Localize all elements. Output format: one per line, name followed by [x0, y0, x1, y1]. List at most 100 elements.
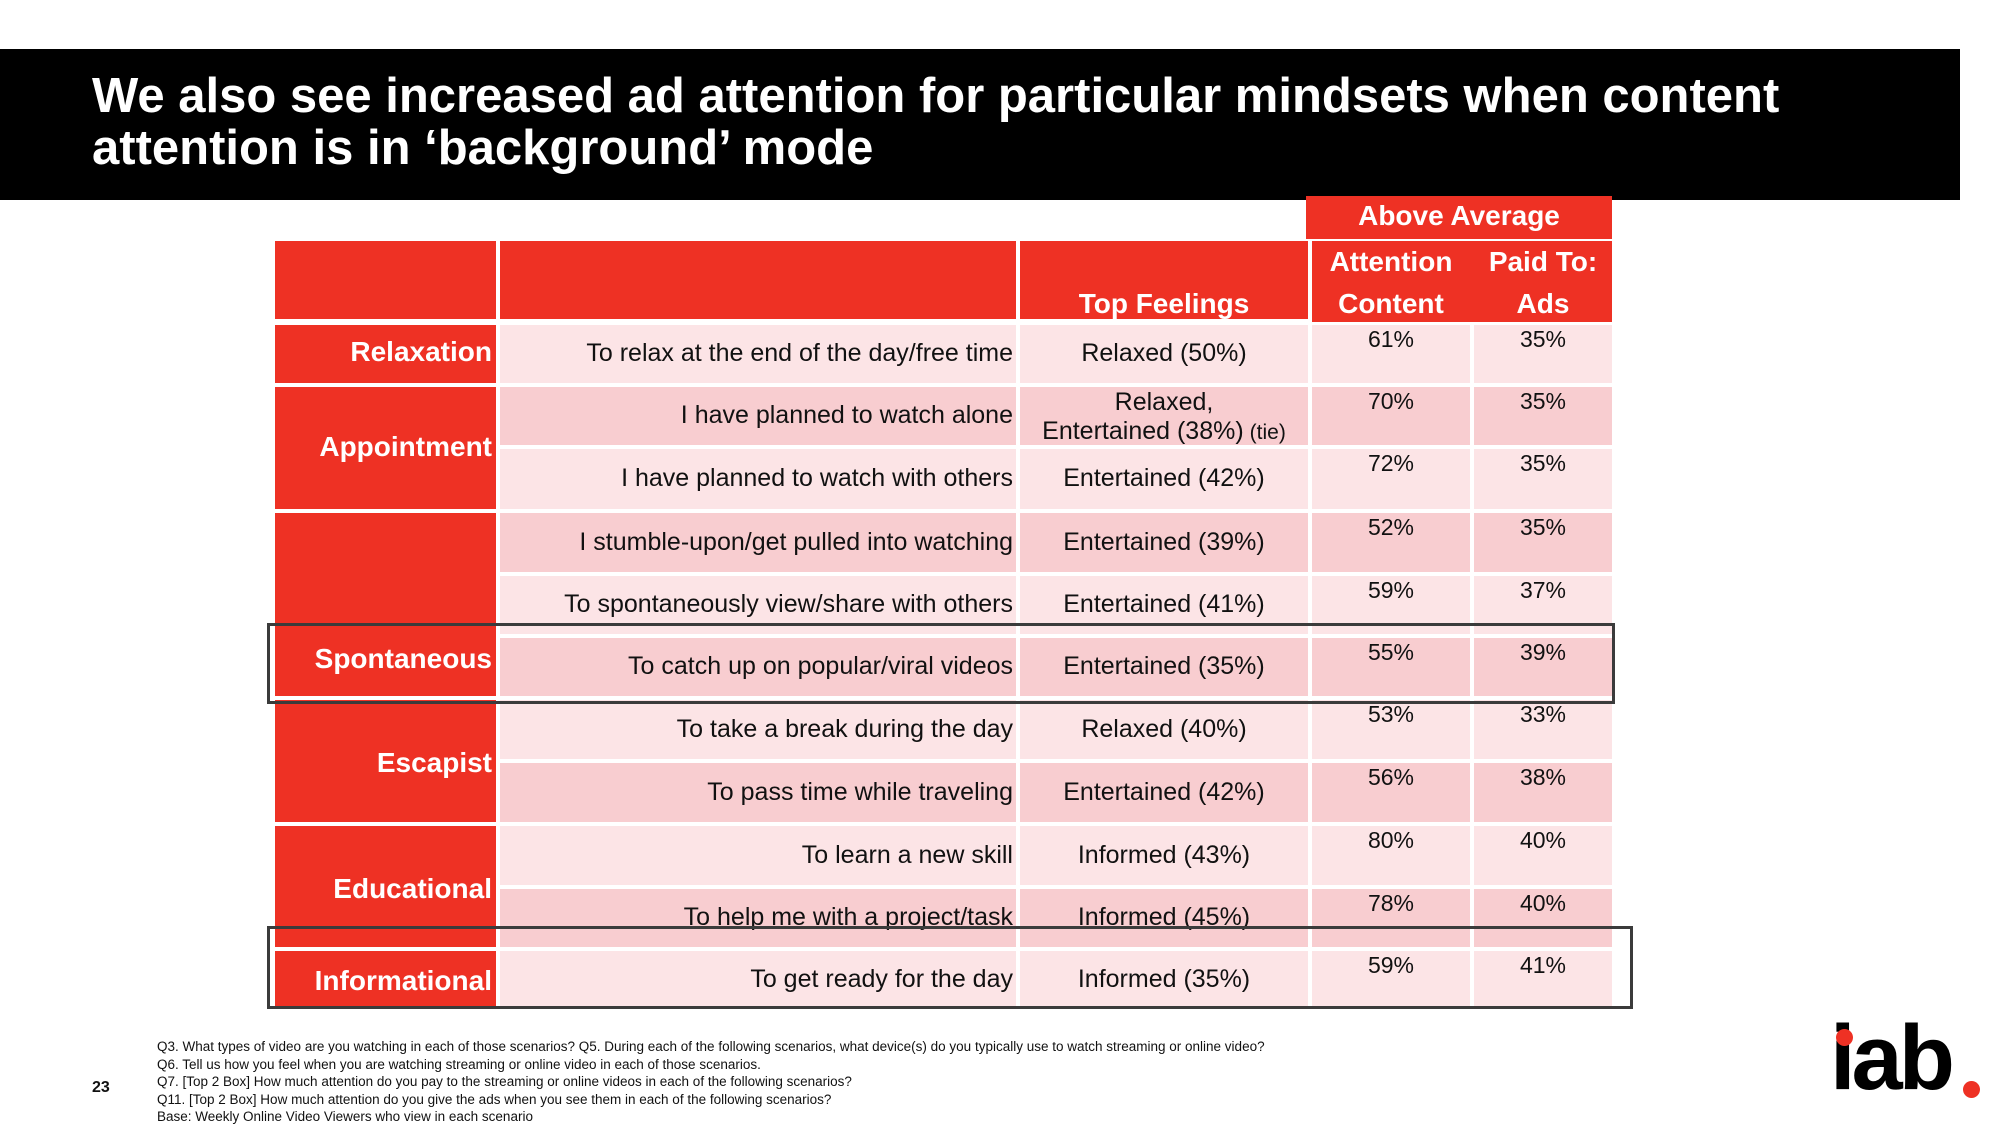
- table-row-ads-pct: 37%: [1519, 577, 1567, 603]
- table-row-content-cell: [1312, 325, 1470, 383]
- table-row-feeling: Relaxed,: [1114, 388, 1214, 416]
- table-row-feeling-cell: [1020, 513, 1308, 572]
- header-blank-cell: [275, 241, 496, 319]
- table-row-feeling: Relaxed (40%): [1081, 714, 1247, 743]
- category-label: Informational: [314, 965, 492, 996]
- category-informational: Informational: [275, 951, 496, 1009]
- table-row-ads-pct: 40%: [1519, 827, 1567, 853]
- header-paid-to: Paid To:: [1488, 246, 1598, 277]
- table-row-content-cell: [1312, 387, 1470, 445]
- category-label: Relaxation: [350, 336, 492, 367]
- category-label: Appointment: [319, 431, 492, 462]
- table-row-feeling: Informed (43%): [1077, 840, 1251, 869]
- table-row-scenario-cell: [500, 325, 1016, 383]
- table-row-scenario: I have planned to watch alone: [680, 401, 1013, 429]
- footnote: Q6. Tell us how you feel when you are wa…: [157, 1056, 761, 1072]
- category-escapist: Escapist: [275, 700, 496, 822]
- table-row-ads-cell: [1474, 638, 1612, 696]
- page-number: 23: [92, 1079, 110, 1096]
- table-row-content-cell: [1312, 513, 1470, 572]
- table-row-feeling-cell: [1020, 449, 1308, 509]
- table-row-content-cell: [1312, 889, 1470, 947]
- table-row-feeling: Entertained (42%): [1063, 464, 1265, 492]
- table-row-scenario-cell: [500, 700, 1016, 759]
- category-appointment: Appointment: [275, 387, 496, 509]
- table-row-feeling-cell: [1020, 700, 1308, 759]
- slide-title: We also see increased ad attention for p…: [92, 70, 1932, 174]
- highlight-outline-informational: [267, 926, 1633, 1009]
- table-row-content-cell: [1312, 951, 1470, 1009]
- category-relaxation: Relaxation: [275, 325, 496, 383]
- footnotes: Q3. What types of video are you watching…: [157, 1038, 1457, 1126]
- table-row-scenario: To learn a new skill: [801, 840, 1013, 869]
- table-row-ads-cell: [1474, 513, 1612, 572]
- footnote: Q11. [Top 2 Box] How much attention do y…: [157, 1091, 832, 1107]
- table-row-ads-pct: 40%: [1519, 890, 1567, 916]
- table-row-content-pct: 55%: [1367, 639, 1415, 665]
- header-attention-cell: [1312, 241, 1612, 322]
- table-row-feeling-cell: [1020, 638, 1308, 696]
- table-row-feeling-cell: [1020, 763, 1308, 822]
- feeling-text: Entertained (38%): [1042, 417, 1244, 445]
- logo-dot-top: [1836, 1029, 1853, 1046]
- table-row-content-pct: 59%: [1367, 577, 1415, 603]
- table-row-ads-pct: 35%: [1519, 388, 1567, 414]
- table-row-content-pct: 59%: [1367, 952, 1415, 978]
- footnote: Q7. [Top 2 Box] How much attention do yo…: [157, 1074, 852, 1089]
- table-row-feeling: Entertained (42%): [1063, 777, 1265, 806]
- table-row-feeling: Informed (35%): [1077, 965, 1251, 993]
- table-row-feeling-cell: [1020, 951, 1308, 1009]
- table-row-feeling: Entertained (41%): [1063, 590, 1265, 618]
- category-spontaneous: Spontaneous: [275, 513, 496, 696]
- header-ads: Ads: [1516, 288, 1570, 319]
- header-content: Content: [1338, 288, 1444, 319]
- feeling-note: (tie): [1249, 421, 1286, 444]
- category-label: Spontaneous: [314, 643, 492, 674]
- table-row-feeling-line2: Entertained (38%) (tie): [1020, 417, 1308, 447]
- highlight-outline-spontaneous: [267, 623, 1615, 704]
- table-row-ads-cell: [1474, 700, 1612, 759]
- slide-title-line-2: attention is in ‘background’ mode: [92, 121, 874, 175]
- table-row-content-pct: 72%: [1367, 450, 1415, 476]
- header-above-average-cell: [1306, 196, 1612, 239]
- table-row-ads-pct: 38%: [1519, 764, 1567, 790]
- table-row-feeling-cell: [1020, 387, 1308, 445]
- table-row-scenario: I have planned to watch with others: [621, 464, 1013, 492]
- table-row-feeling-cell: [1020, 889, 1308, 947]
- table-row-ads-cell: [1474, 763, 1612, 822]
- category-label: Escapist: [376, 747, 492, 778]
- iab-logo-text: iab: [1830, 1007, 1955, 1109]
- table-row-feeling: Entertained (35%): [1063, 652, 1265, 680]
- slide-title-line-1: We also see increased ad attention for p…: [92, 69, 1780, 123]
- footnote: Base: Weekly Online Video Viewers who vi…: [157, 1109, 533, 1124]
- category-label: Educational: [333, 873, 492, 904]
- table-row-content-cell: [1312, 700, 1470, 759]
- table-row-content-cell: [1312, 826, 1470, 885]
- table-row-scenario-cell: [500, 951, 1016, 1009]
- title-bar: [0, 49, 1960, 200]
- table-row-scenario: To take a break during the day: [676, 714, 1013, 743]
- table-row-feeling: Relaxed (50%): [1081, 339, 1247, 367]
- header-blank-cell: [500, 241, 1016, 319]
- footnote: Q3. What types of video are you watching…: [157, 1039, 1265, 1054]
- table-row-ads-pct: 35%: [1519, 514, 1567, 540]
- table-row-scenario-cell: [500, 638, 1016, 696]
- table-row-ads-cell: [1474, 449, 1612, 509]
- table-row-content-pct: 61%: [1367, 326, 1415, 352]
- table-row-ads-pct: 35%: [1519, 450, 1567, 476]
- table-row-scenario: To catch up on popular/viral videos: [628, 652, 1013, 680]
- header-attention: Attention: [1329, 246, 1453, 277]
- header-top-feelings-cell: [1020, 241, 1308, 319]
- header-above-average: Above Average: [1358, 200, 1560, 231]
- table-row-content-pct: 70%: [1367, 388, 1415, 414]
- table-row-content-pct: 53%: [1367, 701, 1415, 727]
- table-row-content-cell: [1312, 449, 1470, 509]
- table-row-ads-cell: [1474, 325, 1612, 383]
- table-row-content-cell: [1312, 638, 1470, 696]
- table-row-feeling-cell: [1020, 325, 1308, 383]
- table-row-scenario-cell: [500, 826, 1016, 885]
- table-row-ads-pct: 33%: [1519, 701, 1567, 727]
- table-row-scenario-cell: [500, 889, 1016, 947]
- table-row-scenario: To spontaneously view/share with others: [564, 590, 1013, 618]
- table-row-ads-pct: 41%: [1519, 952, 1567, 978]
